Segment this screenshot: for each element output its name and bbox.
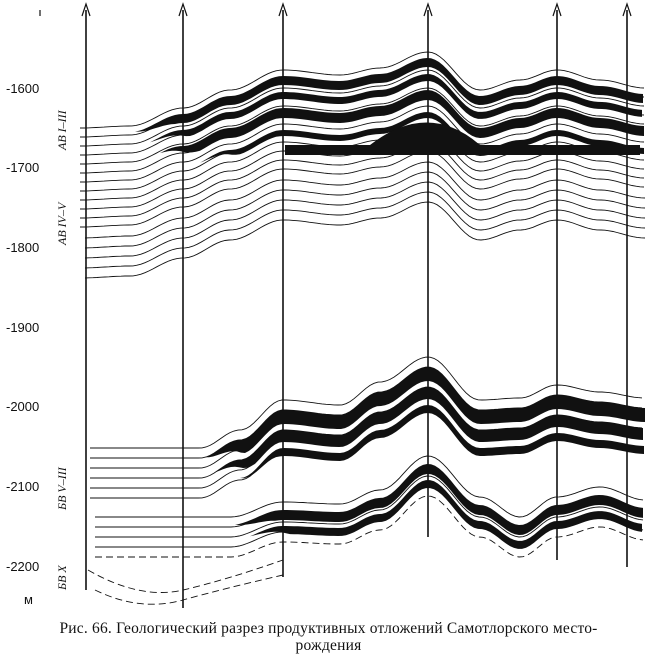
stratum-line: [80, 132, 645, 210]
stratum-line: [80, 87, 645, 165]
stratum-line: [95, 475, 644, 538]
strata-group: [80, 51, 646, 605]
productive-layer: [205, 367, 645, 458]
stratum-line: [80, 51, 645, 129]
horizon-labels: АВ I–III АВ IV–V БВ V–III БВ X: [55, 109, 69, 591]
depth-unit: м: [24, 592, 33, 607]
well-head-arrow: [423, 2, 433, 17]
stratum-line-dashed: [94, 574, 284, 605]
stratum-line: [80, 123, 645, 201]
stratum-line: [80, 105, 645, 183]
depth-tick-label: -1900: [6, 320, 39, 335]
stratum-line: [95, 455, 644, 518]
productive-layer: [135, 58, 643, 132]
horizon-label: АВ IV–V: [55, 201, 69, 246]
productive-layer: [150, 74, 642, 143]
productive-layer: [240, 405, 644, 479]
productive-layer: [250, 480, 642, 549]
productive-layer: [160, 90, 644, 154]
dome-layer: [370, 122, 480, 145]
horizon-label: БВ X: [55, 565, 69, 591]
depth-tick-label: -1600: [6, 81, 39, 96]
depth-tick-label: -1800: [6, 240, 39, 255]
figure-caption-line2: рождения: [295, 637, 362, 654]
horizon-label: АВ I–III: [55, 109, 69, 151]
stratum-line: [84, 181, 646, 259]
figure-caption-line1: Рис. 66. Геологический разрез продуктивн…: [59, 620, 598, 637]
stratum-line: [95, 495, 644, 558]
well-head-arrow: [552, 2, 562, 17]
depth-tick-label: -2200: [6, 559, 39, 574]
horizon-label: БВ V–III: [55, 466, 69, 511]
well-head-arrow: [81, 2, 91, 17]
stratum-line: [80, 141, 645, 219]
geological-section: -1600 -1700 -1800 -1900 -2000 -2100 -2200 АВ I…: [6, 2, 646, 608]
depth-tick-label: -2100: [6, 479, 39, 494]
stratum-line: [84, 201, 646, 279]
flat-contact-layer: [285, 145, 640, 155]
depth-tick-label: -1700: [6, 160, 39, 175]
well-head-arrow: [622, 2, 632, 17]
stratum-line: [90, 356, 643, 449]
well-head-arrow: [178, 2, 188, 17]
stratum-line: [84, 161, 646, 239]
stratum-line: [84, 171, 646, 249]
stratum-line: [80, 150, 645, 228]
stratum-line: [90, 386, 643, 479]
well-head-arrow: [278, 2, 288, 17]
stratum-line: [84, 191, 646, 269]
depth-axis: -1600 -1700 -1800 -1900 -2000 -2100 -2200: [6, 81, 39, 574]
depth-tick-label: -2000: [6, 399, 39, 414]
stratum-line: [80, 69, 645, 147]
stratum-line-dashed: [87, 559, 284, 593]
productive-layer: [235, 464, 643, 535]
stratum-line: [90, 366, 643, 459]
